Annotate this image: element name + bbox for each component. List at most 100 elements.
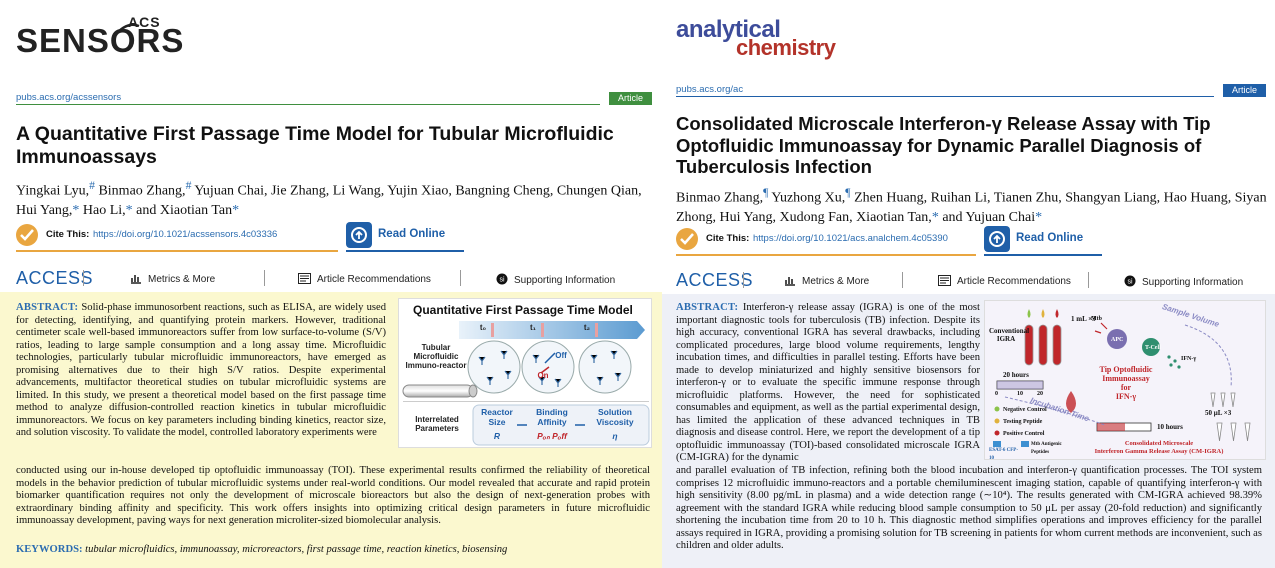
author-mark: * [1035,209,1043,225]
toc-t2: t₂ [583,323,591,332]
author: Hao Li, [79,202,126,218]
svg-text:si: si [1127,279,1133,286]
toc-mtb: Mtb [1091,316,1102,322]
keywords-list: tubular microfluidics, immunoassay, micr… [85,544,508,555]
metrics-link[interactable]: Metrics & More [784,275,869,287]
analytical-chemistry-logo[interactable]: analytical chemistry [676,16,876,60]
toc-on: On [537,371,549,380]
author-mark: # [185,179,192,192]
logo-word-1: analytical [676,16,781,43]
author: Yingkai Lyu, [16,183,90,199]
check-icon [16,224,38,246]
toc-title: Quantitative First Passage Time Model [413,303,633,317]
journal-url-link[interactable]: pubs.acs.org/acssensors [16,92,122,103]
toc-center-4: IFN-γ [1115,392,1137,401]
supporting-info-icon: si [496,273,508,285]
cite-box[interactable]: Cite This: https://doi.org/10.1021/acsse… [16,220,338,252]
article-icon [938,275,951,286]
metrics-label: Metrics & More [148,274,216,285]
toc-twenty-hours: 20 hours [1003,371,1029,379]
access-bar: ACCESS Metrics & More Article Recommenda… [16,268,652,294]
logo-word-2: chemistry [736,35,836,60]
supporting-info-label: Supporting Information [1142,277,1244,288]
toc-reactor-label: Tubular Microfluidic Immuno-reactor [405,343,467,370]
author: Binmao Zhang, [676,190,764,206]
toc-graphic[interactable]: Sample Volume 1 mL ×3 Conventional IGRA … [984,300,1266,460]
toc-binding-affinity-symbol: Pₒₙ Pₒff [537,431,567,441]
cite-label: Cite This: [46,229,90,240]
abstract-text: ABSTRACT: Solid-phase immunosorbent reac… [16,302,386,440]
doi-link[interactable]: https://doi.org/10.1021/acs.analchem.4c0… [753,233,948,244]
abstract-body: Solid-phase immunosorbent reactions, suc… [16,302,386,438]
toc-graphic[interactable]: Quantitative First Passage Time Model [398,298,652,448]
read-online-icon [346,222,372,248]
toc-center-3: for [1120,383,1132,392]
left-article: SENSORS ACS pubs.acs.org/acssensors Arti… [0,14,662,568]
journal-url-link[interactable]: pubs.acs.org/ac [676,84,744,95]
abstract-text-continued: conducted using our in-house developed t… [16,465,650,526]
divider [83,270,84,286]
access-bar: ACCESS Metrics & More Article Recommenda… [676,270,1266,296]
article-title: A Quantitative First Passage Time Model … [16,123,614,168]
logo-swoosh-icon [118,23,140,32]
abstract-text-continued: and parallel evaluation of TB infection,… [676,465,1262,551]
recommendations-label: Article Recommendations [317,274,431,285]
toc-mtb-peptides: Mtb Antigenic Peptides [1031,442,1062,455]
toc-test: Testing Peptide [1003,419,1043,425]
svg-text:si: si [499,277,505,284]
read-online-button[interactable]: Read Online [984,224,1102,256]
toc-ten-hours: 10 hours [1157,423,1183,431]
supporting-info-link[interactable]: si Supporting Information [496,273,615,286]
toc-illustration [993,309,1251,447]
recommendations-link[interactable]: Article Recommendations [938,275,1071,287]
author-mark: ¶ [763,186,769,199]
author-mark: * [232,202,240,218]
toc-one-ml: 1 mL ×3 [1071,315,1096,323]
toc-ifn: IFN-γ [1181,356,1197,362]
read-online-icon [984,226,1010,252]
author: Zhen Huang, Ruihan Li, Tianen Zhu, Shang… [676,190,1267,225]
recommendations-label: Article Recommendations [957,276,1071,287]
toc-consolidated-1: Consolidated Microscale [1124,440,1194,447]
recommendations-link[interactable]: Article Recommendations [298,273,431,285]
author-mark: ¶ [845,186,851,199]
doi-link[interactable]: https://doi.org/10.1021/acssensors.4c033… [93,229,278,240]
divider [264,270,265,286]
toc-consolidated-2: Interferon Gamma Release Assay (CM-IGRA) [1094,448,1224,455]
abstract-body: Interferon-γ release assay (IGRA) is one… [676,302,980,463]
article-title: Consolidated Microscale Interferon-γ Rel… [676,113,1211,177]
toc-off: Off [555,351,567,360]
bar-chart-icon [131,275,141,284]
acs-sensors-logo[interactable]: SENSORS ACS [16,14,183,62]
author-mark: # [89,179,95,192]
divider [1088,272,1089,288]
article-type-badge: Article [1222,84,1266,97]
right-article: analytical chemistry pubs.acs.org/ac Art… [662,0,1275,568]
toc-apc: APC [1111,337,1124,343]
access-label: ACCESS [676,270,754,290]
toc-axis-10: 10 [1017,391,1023,397]
check-icon [676,228,698,250]
divider [460,270,461,286]
author-list: Yingkai Lyu,# Binmao Zhang,# Yujuan Chai… [16,176,656,220]
read-online-label: Read Online [378,228,446,240]
toc-fifty-ul: 50 μL ×3 [1205,409,1232,417]
toc-t1: t₁ [530,323,536,332]
toc-center-1: Tip Optofluidic [1099,365,1153,374]
supporting-info-label: Supporting Information [514,275,616,286]
toc-neg: Negative Control [1003,407,1047,413]
cite-box[interactable]: Cite This: https://doi.org/10.1021/acs.a… [676,224,976,256]
divider [743,272,744,288]
author-mark: * [931,209,939,225]
read-online-button[interactable]: Read Online [346,220,464,252]
abstract-label: ABSTRACT: [16,302,79,313]
supporting-info-link[interactable]: si Supporting Information [1124,275,1243,288]
divider [16,104,600,105]
keywords: KEYWORDS: tubular microfluidics, immunoa… [16,544,650,555]
toc-reactor-size-symbol: R [493,431,501,441]
metrics-link[interactable]: Metrics & More [130,273,215,285]
bar-chart-icon [785,277,795,286]
journal-url-bar: pubs.acs.org/ac Article [676,84,1266,98]
author: and Xiaotian Tan [132,202,233,218]
toc-conventional: Conventional IGRA [989,327,1030,343]
